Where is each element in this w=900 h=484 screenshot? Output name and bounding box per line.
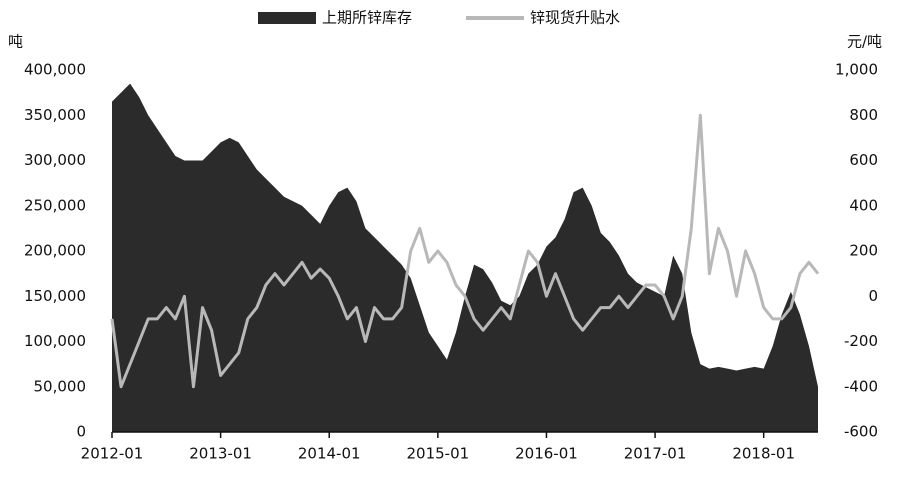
y2-tick-label: 0 bbox=[868, 287, 878, 305]
x-tick-label: 2012-01 bbox=[81, 445, 144, 463]
x-tick-label: 2018-01 bbox=[732, 445, 795, 463]
x-tick-label: 2015-01 bbox=[407, 445, 470, 463]
y2-tick-label: 600 bbox=[849, 151, 878, 169]
x-tick-label: 2016-01 bbox=[515, 445, 578, 463]
y-tick-label: 100,000 bbox=[24, 332, 86, 350]
y2-axis-label: 元/吨 bbox=[847, 33, 882, 51]
y2-tick-label: -400 bbox=[844, 377, 878, 395]
y-tick-label: 0 bbox=[76, 423, 86, 441]
y2-tick-label: 1,000 bbox=[835, 61, 878, 79]
y2-tick-label: 200 bbox=[849, 242, 878, 260]
x-tick-label: 2017-01 bbox=[624, 445, 687, 463]
y-tick-label: 300,000 bbox=[24, 151, 86, 169]
y2-tick-label: 800 bbox=[849, 106, 878, 124]
x-tick-label: 2014-01 bbox=[298, 445, 361, 463]
y-tick-label: 200,000 bbox=[24, 242, 86, 260]
legend-label: 上期所锌库存 bbox=[322, 9, 412, 27]
y-tick-label: 150,000 bbox=[24, 287, 86, 305]
legend-label: 锌现货升贴水 bbox=[530, 9, 620, 27]
y-tick-label: 50,000 bbox=[34, 377, 87, 395]
y2-tick-label: 400 bbox=[849, 196, 878, 214]
y-tick-label: 400,000 bbox=[24, 61, 86, 79]
y-tick-label: 250,000 bbox=[24, 196, 86, 214]
y2-tick-label: -200 bbox=[844, 332, 878, 350]
area bbox=[112, 83, 818, 432]
legend-swatch bbox=[258, 12, 316, 24]
y2-tick-label: -600 bbox=[844, 423, 878, 441]
y-axis-label: 吨 bbox=[8, 33, 23, 51]
line bbox=[110, 113, 820, 389]
y-tick-label: 350,000 bbox=[24, 106, 86, 124]
x-tick-label: 2013-01 bbox=[189, 445, 252, 463]
